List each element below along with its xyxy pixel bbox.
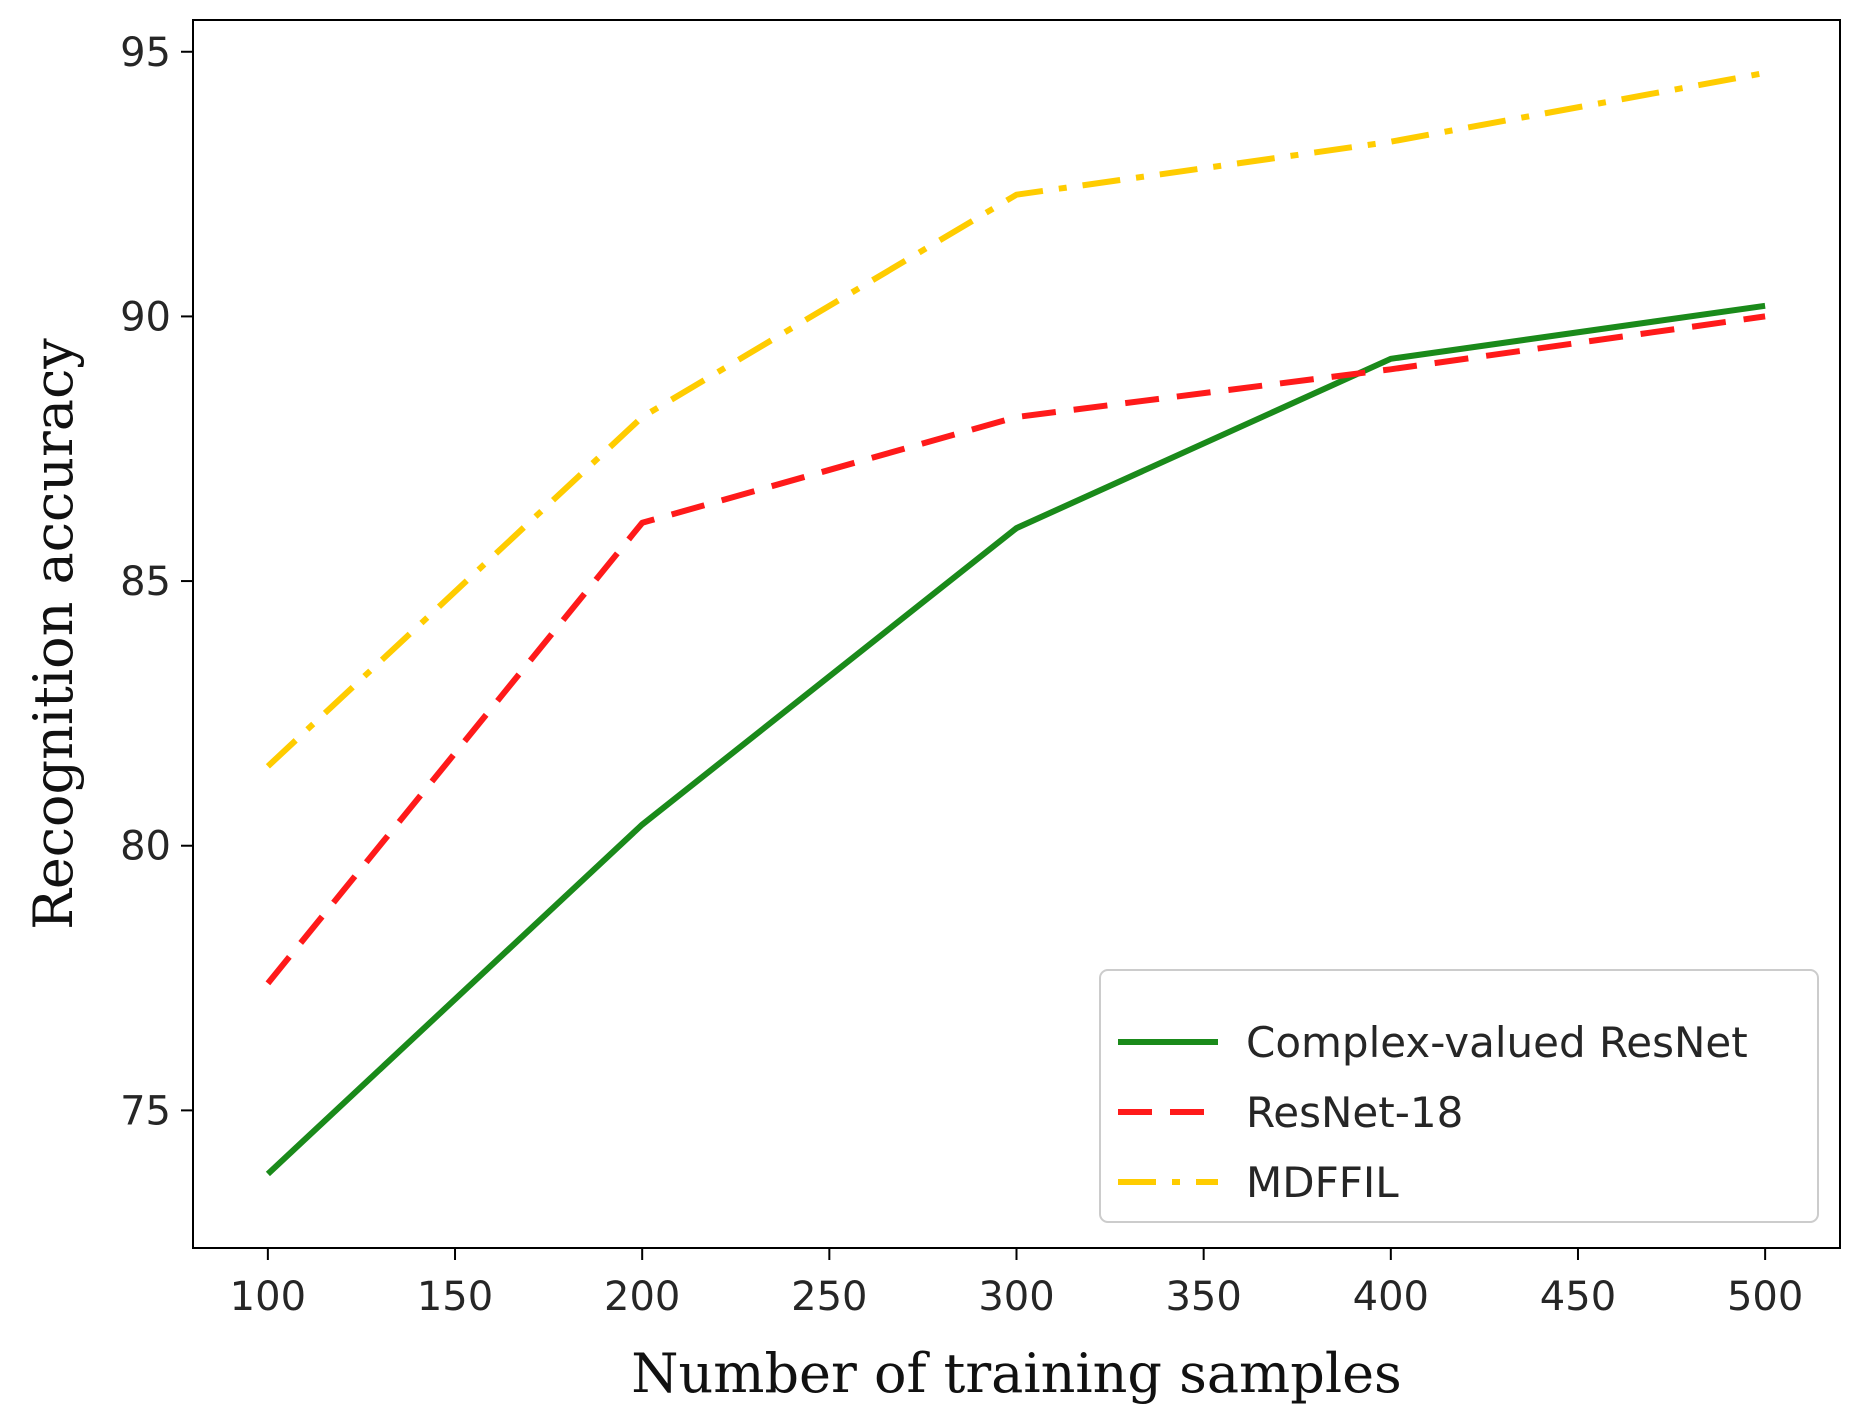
x-tick-label: 500 [1727,1274,1803,1320]
x-tick-label: 300 [978,1274,1054,1320]
x-tick-label: 350 [1165,1274,1241,1320]
series-line-3 [265,69,1766,769]
series-layer [265,69,1766,1177]
legend: Complex-valued ResNet ResNet-18 MDFFIL [1099,969,1819,1223]
x-axis-title: Number of training samples [631,1342,1402,1405]
x-tick-label: 100 [230,1274,306,1320]
legend-label: MDFFIL [1246,1158,1399,1207]
series-line-1 [265,302,1766,1177]
x-tick-label: 400 [1353,1274,1429,1320]
x-tick-label: 200 [604,1274,680,1320]
series-line-2 [265,313,1766,986]
y-tick-label: 80 [120,824,171,870]
legend-box [1099,969,1819,1223]
y-axis: 75 80 85 90 95 [120,30,193,1134]
y-tick-label: 85 [120,559,171,605]
legend-label: ResNet-18 [1246,1088,1463,1137]
x-axis: 100 150 200 250 300 350 400 450 500 [230,1248,1803,1320]
y-tick-label: 95 [120,30,171,76]
legend-label: Complex-valued ResNet [1246,1018,1748,1067]
x-tick-label: 150 [417,1274,493,1320]
y-tick-label: 75 [120,1088,171,1134]
x-tick-label: 250 [791,1274,867,1320]
y-axis-title: Recognition accuracy [22,338,85,930]
x-tick-label: 450 [1540,1274,1616,1320]
y-tick-label: 90 [120,294,171,340]
